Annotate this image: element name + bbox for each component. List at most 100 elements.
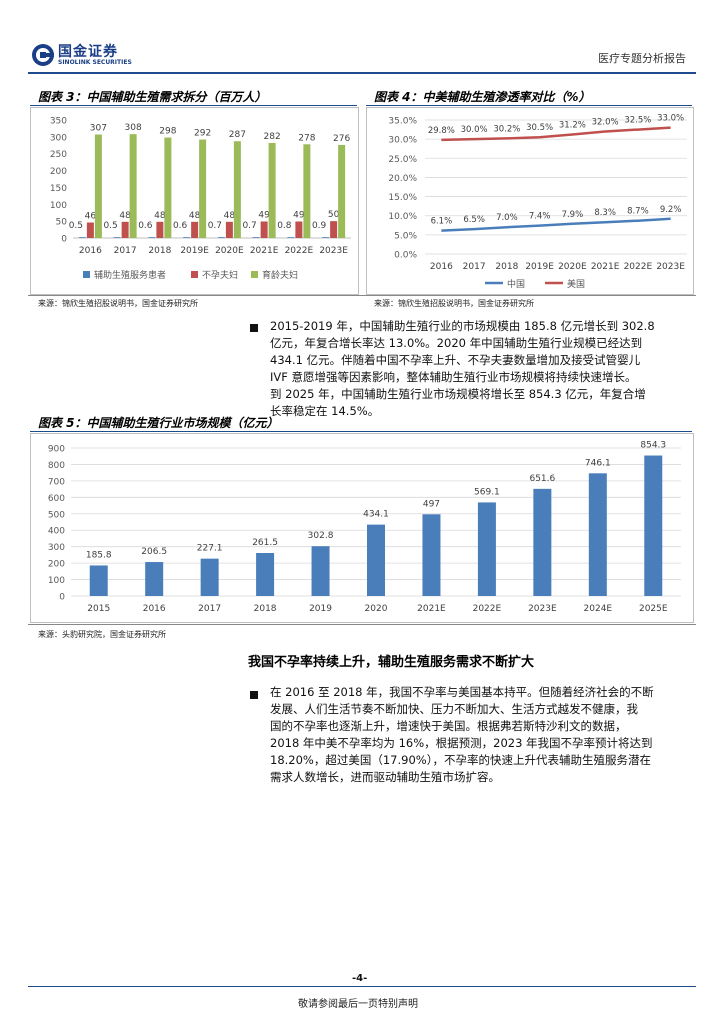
series-line-china [441, 217, 671, 232]
bar-childbearing [199, 139, 207, 238]
data-label: 308 [125, 123, 142, 133]
bar-infertile [86, 222, 94, 238]
data-label: 48 [119, 211, 131, 221]
bar-patients [148, 237, 156, 238]
y-tick-label: 400 [48, 527, 65, 537]
paragraph1: 2015-2019 年，中国辅助生殖行业的市场规模由 185.8 亿元增长到 3… [270, 318, 690, 420]
y-tick-label: 500 [48, 510, 65, 520]
bar-patients [113, 237, 121, 238]
bar-childbearing [303, 144, 311, 238]
x-tick-label: 2018 [495, 262, 518, 272]
y-tick-label: 600 [48, 494, 65, 504]
bar-patients [287, 237, 295, 238]
x-tick-label: 2017 [198, 604, 221, 614]
data-label: 0.8 [277, 221, 292, 231]
logo-en-text: SINOLINK SECURITIES [58, 59, 132, 66]
x-tick-label: 2018 [148, 246, 171, 256]
figure3-title-rule [30, 105, 357, 106]
data-label: 9.2% [660, 205, 682, 215]
paragraph2-line: 需求人数增长，进而驱动辅助生殖市场扩容。 [270, 770, 500, 784]
data-label: 0.6 [138, 221, 153, 231]
bar-childbearing [338, 144, 346, 238]
y-tick-label: 150 [50, 184, 67, 194]
data-label: 0.5 [103, 221, 117, 231]
figure5-chart-frame: 0 100 200 300 400 500 600 700 800 900 185.8 2015 206… [30, 433, 694, 623]
x-tick-label: 2017 [114, 246, 137, 256]
y-tick-label: 15.0% [388, 193, 417, 203]
x-tick-label: 2016 [79, 246, 102, 256]
data-label: 7.4% [529, 212, 551, 222]
paragraph2-line: 在 2016 至 2018 年，我国不孕率与美国基本持平。但随着经济社会的不断 [270, 685, 654, 699]
legend-swatch [251, 271, 258, 278]
x-tick-label: 2020 [365, 604, 388, 614]
y-tick-label: 30.0% [388, 136, 417, 146]
bar-childbearing [129, 134, 137, 238]
figure3-chart-frame: 0 50 100 150 200 250 300 350 2016 0.5 46 307 2017 0.5… [30, 107, 359, 295]
data-label: 569.1 [474, 487, 500, 497]
data-label: 276 [333, 134, 350, 144]
x-tick-label: 2015 [87, 604, 110, 614]
paragraph1-line: 长率稳定在 14.5%。 [270, 404, 380, 418]
data-label: 6.5% [463, 215, 485, 225]
data-label: 0.5 [69, 221, 83, 231]
bar-childbearing [268, 142, 276, 238]
y-tick-label: 10.0% [388, 212, 417, 222]
x-tick-label: 2022E [473, 604, 502, 614]
x-tick-label: 2025E [639, 604, 668, 614]
figure4-chart-frame: 0.0% 5.0% 10.0% 15.0% 20.0% 25.0% 30.0% 35.0% 20… [366, 107, 694, 295]
page-number: -4- [352, 973, 368, 984]
footer-rule [28, 986, 696, 987]
data-label: 49 [258, 210, 270, 220]
bar-infertile [225, 221, 233, 238]
data-label: 185.8 [86, 550, 112, 560]
company-logo-icon [32, 44, 54, 66]
data-label: 0.9 [312, 221, 327, 231]
data-label: 8.7% [627, 207, 649, 217]
figure3-chart: 05010015020025030035020160.54630720170.5… [50, 117, 351, 281]
bar-patients [78, 237, 86, 238]
x-tick-label: 2021E [250, 246, 279, 256]
legend-swatch [83, 271, 90, 278]
x-tick-label: 2024E [584, 604, 613, 614]
data-label: 31.2% [559, 121, 586, 131]
data-label: 261.5 [252, 538, 278, 548]
data-label: 7.9% [562, 210, 584, 220]
data-label: 32.0% [592, 117, 619, 127]
data-label: 287 [229, 130, 246, 140]
data-label: 302.8 [308, 531, 334, 541]
bar-market-size [533, 488, 552, 596]
legend-label: 不孕夫妇 [202, 269, 238, 281]
x-tick-label: 2017 [463, 262, 486, 272]
data-label: 30.5% [526, 123, 553, 133]
figure5-source: 来源：头豹研究院，国金证券研究所 [38, 630, 166, 639]
legend-label: 美国 [567, 278, 585, 290]
y-tick-label: 250 [50, 150, 67, 160]
figure3-title: 图表 3：中国辅助生殖需求拆分（百万人） [38, 90, 267, 104]
x-tick-label: 2019 [309, 604, 332, 614]
bar-infertile [121, 221, 129, 238]
y-tick-label: 35.0% [388, 117, 417, 127]
data-label: 307 [90, 123, 107, 133]
paragraph1-line: 434.1 亿元。伴随着中国不孕率上升、不孕夫妻数量增加及接受试管婴儿 [270, 353, 641, 367]
data-label: 0.7 [208, 221, 222, 231]
sources-rule [28, 295, 696, 296]
legend-label: 辅助生殖服务患者 [94, 269, 166, 281]
data-label: 30.2% [493, 124, 520, 134]
figure5-title: 图表 5：中国辅助生殖行业市场规模（亿元） [38, 416, 279, 430]
x-tick-label: 2020E [215, 246, 244, 256]
report-type: 医疗专题分析报告 [598, 52, 686, 65]
bar-market-size [477, 502, 496, 596]
data-label: 30.0% [461, 125, 488, 135]
y-tick-label: 100 [50, 201, 67, 211]
bar-market-size [422, 514, 441, 596]
data-label: 854.3 [640, 441, 666, 451]
bar-patients [252, 237, 260, 238]
data-label: 49 [293, 210, 305, 220]
bar-patients [183, 237, 191, 238]
paragraph2-line: 2018 年中美不孕率均为 16%，根据预测，2023 年我国不孕率预计将达到 [270, 736, 653, 750]
header-rule [28, 72, 696, 74]
figure5-title-rule [30, 431, 692, 432]
data-label: 651.6 [529, 474, 555, 484]
x-tick-label: 2018 [254, 604, 277, 614]
paragraph2-bullet [250, 691, 258, 699]
